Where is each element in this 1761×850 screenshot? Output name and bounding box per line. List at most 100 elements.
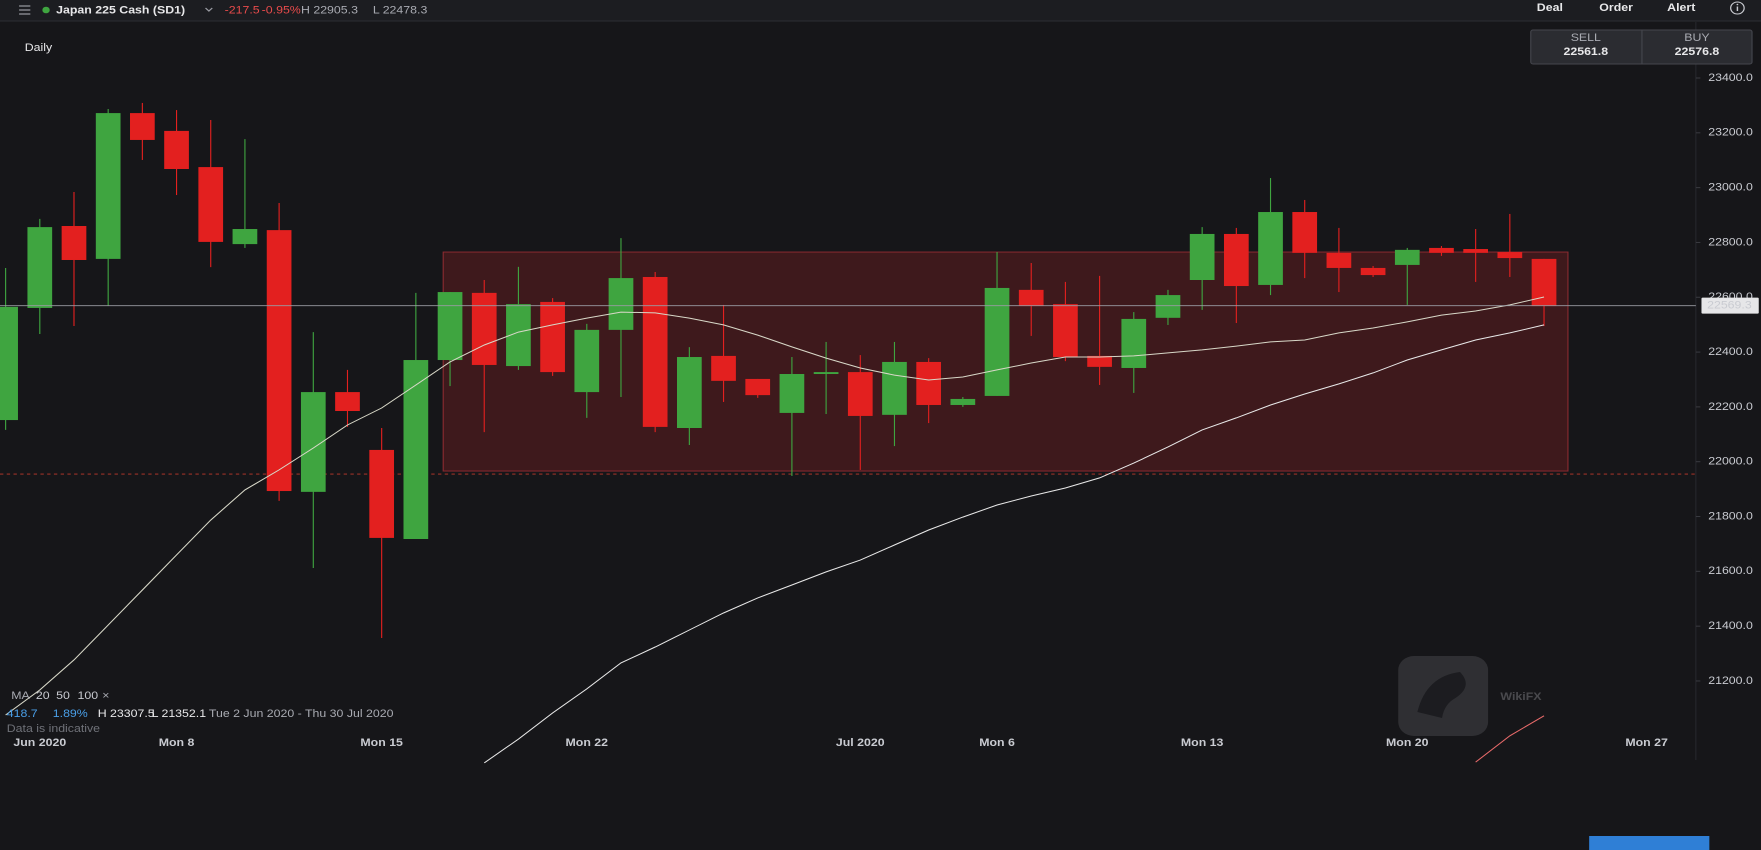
candle-body [1463, 249, 1489, 253]
y-tick-label: 22400.0 [1708, 346, 1753, 358]
candle-body [1053, 304, 1078, 358]
candle-body [1258, 212, 1283, 285]
y-tick-label: 23200.0 [1708, 126, 1753, 138]
candle-body [1531, 258, 1557, 307]
range-high: H 23307.5 [98, 708, 155, 720]
candle-body [745, 378, 771, 396]
legend-entry[interactable]: 50 [56, 690, 70, 702]
y-tick-label: 22000.0 [1708, 455, 1753, 467]
menu-alert[interactable]: Alert [1667, 2, 1695, 14]
candle-body [1497, 252, 1523, 259]
x-tick-label: Mon 27 [1625, 737, 1668, 749]
candle-body [1429, 247, 1454, 253]
candle-body [711, 355, 736, 381]
status-dot [42, 6, 50, 14]
date-range: Tue 2 Jun 2020 - Thu 30 Jul 2020 [209, 708, 394, 720]
y-tick-label: 22800.0 [1708, 236, 1753, 248]
y-tick-label: 22200.0 [1708, 400, 1753, 412]
last-price-tag [1701, 297, 1759, 314]
candle-body [882, 361, 907, 415]
candle-body [198, 167, 224, 242]
candle-body [540, 301, 565, 373]
legend: 20 50 100 [36, 690, 99, 702]
remove-ma[interactable]: × [102, 690, 109, 702]
candle-body [130, 113, 155, 140]
instrument-name[interactable]: Japan 225 Cash (SD1) [56, 4, 185, 16]
sell-button[interactable]: SELL 22561.8 [1563, 32, 1608, 58]
candle-body [1292, 212, 1318, 253]
y-tick-label: 21800.0 [1708, 510, 1753, 522]
info-icon[interactable] [1730, 1, 1745, 15]
candle-body [1121, 318, 1147, 368]
last-price-label: 22569.3 [1707, 299, 1752, 311]
range-change: 418.7 [7, 708, 38, 720]
candle-body [676, 357, 702, 428]
ma-label: MA [11, 690, 30, 702]
candle-body [335, 392, 360, 412]
candle-body [471, 292, 497, 365]
candle-body [437, 292, 463, 361]
x-tick-label: Mon 20 [1386, 737, 1429, 749]
legend-entry[interactable]: 20 [36, 690, 50, 702]
candle-body [1018, 289, 1044, 307]
disclaimer: Data is indicative [7, 723, 100, 735]
watermark: WikiFX [1398, 656, 1542, 736]
candle-body [1189, 233, 1215, 280]
range-low: L 21352.1 [152, 708, 206, 720]
moving-average-line [483, 324, 1545, 764]
plot-area: 21200.0 21400.0 21600.0 21800.0 22000.0 22200… [0, 22, 1759, 764]
y-tick-label: 21600.0 [1708, 565, 1753, 577]
candle-body [0, 306, 18, 421]
moving-average-line [5, 296, 1545, 716]
candle-body [847, 372, 873, 416]
scroll-thumb[interactable] [1589, 836, 1710, 850]
buy-price[interactable]: 22576.8 [1675, 46, 1720, 58]
x-tick-label: Jun 2020 [13, 737, 66, 749]
x-tick-label: Mon 22 [566, 737, 609, 749]
menu-order[interactable]: Order [1599, 2, 1633, 14]
menu-icon[interactable] [19, 5, 31, 15]
dropdown-chevron[interactable] [205, 7, 213, 12]
change: -217.5 [225, 4, 261, 16]
candle-body [779, 374, 805, 413]
candle-body [403, 360, 429, 539]
y-tick-label: 21200.0 [1708, 674, 1753, 686]
candle-body [1087, 355, 1112, 367]
x-tick-label: Mon 8 [159, 737, 195, 749]
candle-body [232, 229, 258, 245]
candle-body [27, 227, 53, 308]
x-tick-label: Mon 15 [360, 737, 403, 749]
candle-body [1360, 267, 1386, 276]
x-tick-label: Jul 2020 [836, 737, 885, 749]
change-percent: -0.95% [262, 4, 301, 16]
buy-button[interactable]: BUY 22576.8 [1675, 32, 1720, 58]
x-tick-label: Mon 6 [979, 737, 1015, 749]
candle-body [164, 130, 189, 169]
y-tick-label: 21400.0 [1708, 620, 1753, 632]
watermark-emblem [1417, 672, 1466, 718]
sell-label[interactable]: SELL [1571, 32, 1602, 44]
range-change-percent: 1.89% [53, 708, 88, 720]
candle-body [574, 329, 600, 393]
day-low: L 22478.3 [373, 4, 427, 16]
candle-body [950, 398, 976, 405]
menu-deal[interactable]: Deal [1537, 2, 1563, 14]
candle-body [1223, 233, 1249, 287]
timeframe: Daily [25, 42, 53, 54]
watermark-logo [1398, 656, 1489, 736]
candle-body [916, 361, 942, 405]
sell-price[interactable]: 22561.8 [1563, 46, 1608, 58]
candle-body [1326, 252, 1352, 268]
header-bar [0, 0, 1761, 21]
candle-body [266, 230, 292, 492]
quote-box: SELL 22561.8 BUY 22576.8 [1530, 29, 1753, 65]
moving-average-line [1475, 715, 1545, 763]
candle-body [813, 372, 839, 375]
legend-entry[interactable]: 100 [77, 690, 98, 702]
candle-body [1394, 249, 1420, 265]
buy-label[interactable]: BUY [1684, 32, 1710, 44]
candle-body [984, 287, 1010, 396]
